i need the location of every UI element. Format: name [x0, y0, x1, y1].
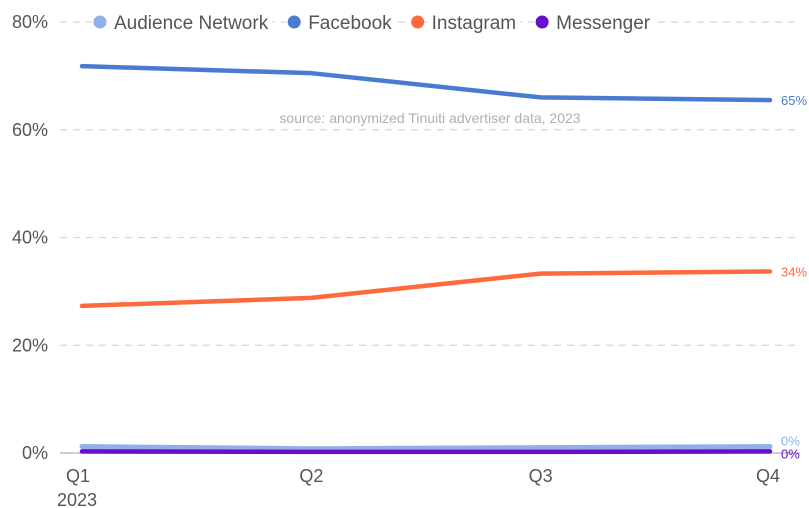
legend-text-bg: [110, 9, 273, 35]
series-line-facebook: [79, 63, 773, 103]
y-tick-label: 40%: [12, 228, 48, 248]
end-label-instagram: 34%: [781, 264, 807, 279]
legend-item-messenger[interactable]: Messenger: [534, 9, 655, 35]
legend-text-bg: [552, 9, 655, 35]
y-tick-label: 80%: [12, 12, 48, 32]
series-line-audience-network: [79, 444, 773, 452]
legend-label: Audience Network: [114, 13, 269, 34]
x-tick-sublabel-year: 2023: [57, 490, 97, 508]
legend-label: Instagram: [432, 13, 516, 34]
legend-label: Facebook: [308, 13, 392, 34]
legend-swatch: [535, 15, 549, 29]
series-line-messenger: [79, 449, 773, 455]
end-label-audience-network: 0%: [781, 434, 800, 449]
end-label-facebook: 65%: [781, 93, 807, 108]
end-labels: 0% 65% 34% 0%: [781, 93, 807, 461]
y-tick-label: 60%: [12, 120, 48, 140]
x-tick-label-q4: Q4: [756, 466, 780, 486]
legend-text-bg: [427, 9, 521, 35]
y-tick-label: 20%: [12, 335, 48, 355]
x-axis-ticks: Q1 Q2 Q3 Q4 2023: [57, 466, 780, 508]
legend-swatch: [287, 15, 301, 29]
y-axis-ticks: 0% 20% 40% 60% 80%: [12, 12, 48, 463]
legend-item-audience-network[interactable]: Audience Network: [92, 9, 273, 35]
y-tick-label: 0%: [22, 443, 48, 463]
legend-swatch: [411, 15, 425, 29]
legend-item-instagram[interactable]: Instagram: [409, 9, 521, 35]
legend-label: Messenger: [556, 13, 651, 34]
series-line-instagram: [79, 269, 773, 309]
series-layer: [79, 63, 773, 455]
legend: Audience Network Facebook Instagram Messeng…: [92, 9, 655, 35]
x-tick-label-q2: Q2: [299, 466, 323, 486]
legend-swatch: [93, 15, 107, 29]
end-label-messenger: 0%: [781, 446, 800, 461]
x-tick-label-q1: Q1: [66, 466, 90, 486]
legend-item-facebook[interactable]: Facebook: [286, 9, 396, 35]
x-tick-label-q3: Q3: [529, 466, 553, 486]
source-annotation: source: anonymized Tinuiti advertiser da…: [279, 110, 580, 126]
legend-text-bg: [304, 9, 396, 35]
